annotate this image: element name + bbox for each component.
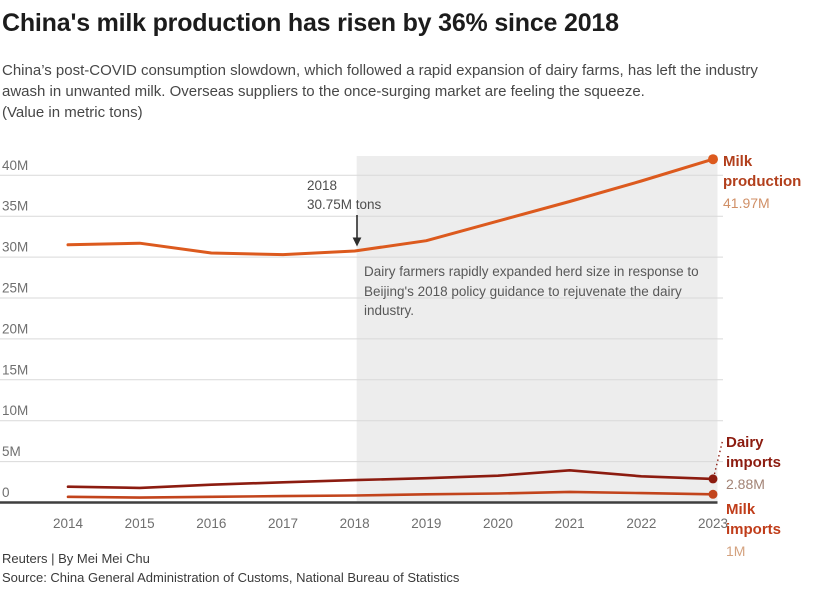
annotation-2018-year: 2018 (307, 178, 338, 193)
y-tick-label: 10M (2, 403, 28, 418)
y-tick-label: 30M (2, 240, 28, 255)
dairy-imports-leader-line (713, 440, 724, 475)
annotation-2018-callout: 2018 30.75M tons (307, 176, 427, 214)
y-tick-label: 40M (2, 158, 28, 173)
annotation-policy-note: Dairy farmers rapidly expanded herd size… (364, 264, 699, 318)
y-tick-label: 0 (2, 485, 10, 500)
annotation-2018-value: 30.75M tons (307, 197, 382, 212)
line-milk-production (66, 157, 715, 257)
series-label-dairy-imports: Dairy imports 2.88M (726, 433, 796, 494)
highlight-rect (356, 156, 718, 503)
y-tick-label: 25M (2, 281, 28, 296)
series-name-milk-production: Milk production (723, 153, 802, 190)
x-tick-label: 2015 (125, 516, 155, 531)
y-tick-label: 5M (2, 444, 21, 459)
y-tick-label: 20M (2, 321, 28, 336)
source-line: Source: China General Administration of … (2, 570, 460, 585)
x-tick-label: 2014 (53, 516, 84, 531)
series-name-milk-imports: Milk imports (726, 501, 782, 538)
x-tick-label: 2021 (555, 516, 585, 531)
byline: Reuters | By Mei Mei Chu (2, 551, 150, 566)
series-label-milk-production: Milk production 41.97M (723, 152, 815, 213)
series-value-milk-imports: 1M (726, 543, 746, 559)
highlight-region-2018-2023 (356, 156, 718, 503)
series-value-dairy-imports: 2.88M (726, 476, 765, 492)
y-axis-tick-labels: 40M 35M 30M 25M 20M 15M 10M 5M 0 (2, 158, 28, 500)
y-tick-label: 35M (2, 199, 28, 214)
x-tick-label: 2017 (268, 516, 298, 531)
x-tick-label: 2019 (411, 516, 441, 531)
x-tick-label: 2023 (698, 516, 728, 531)
series-label-milk-imports: Milk imports 1M (726, 500, 796, 561)
x-tick-label: 2016 (196, 516, 226, 531)
x-tick-label: 2018 (340, 516, 370, 531)
x-tick-label: 2022 (626, 516, 656, 531)
page-title: China's milk production has risen by 36%… (2, 9, 619, 37)
line-milk-imports (66, 490, 715, 499)
series-name-dairy-imports: Dairy imports (726, 434, 782, 471)
annotation-arrow-head (352, 237, 362, 247)
series-lines (66, 154, 718, 499)
series-value-milk-production: 41.97M (723, 195, 770, 211)
subtitle: China’s post-COVID consumption slowdown,… (2, 62, 758, 100)
y-tick-label: 15M (2, 362, 28, 377)
end-dot-dairy-imports (708, 474, 718, 484)
line-dairy-imports (66, 468, 715, 490)
x-axis-tick-labels: 2014 2015 2016 2017 2018 2019 2020 2021 2022 2023 (53, 516, 728, 531)
x-tick-label: 2020 (483, 516, 513, 531)
end-dot-milk-production (708, 154, 718, 165)
units-note: (Value in metric tons) (2, 104, 143, 121)
end-dot-milk-imports (708, 489, 718, 499)
gridlines (0, 174, 723, 504)
